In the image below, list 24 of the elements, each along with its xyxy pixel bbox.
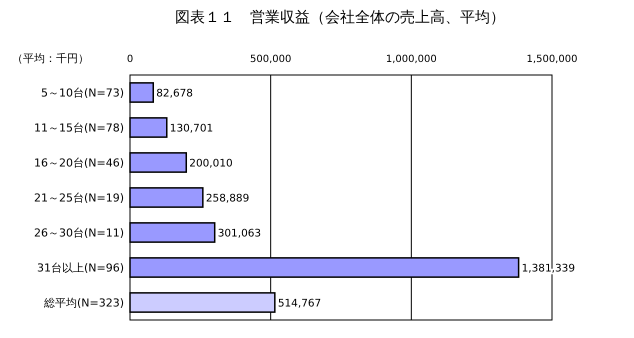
x-axis-title: （平均：千円）: [12, 52, 89, 65]
data-label: 130,701: [170, 122, 214, 134]
x-tick-label: 1,500,000: [526, 54, 578, 65]
y-tick-label: 16～20台(N=46): [34, 156, 124, 170]
x-tick-label: 500,000: [250, 54, 292, 65]
data-label: 301,063: [218, 228, 262, 240]
data-label: 82,678: [156, 88, 194, 100]
bar: [129, 152, 188, 173]
y-tick-label: 総平均(N=323): [42, 296, 124, 310]
y-tick-label: 5～10台(N=73): [40, 86, 124, 100]
y-tick-label: 31台以上(N=96): [36, 262, 124, 274]
bar: [129, 222, 216, 243]
x-tick-label: 0: [126, 54, 134, 65]
bar: [129, 187, 204, 208]
x-tick-label: 1,000,000: [386, 54, 437, 65]
y-tick-label: 26～30台(N=11): [34, 226, 124, 240]
y-tick-label: 21～25台(N=19): [34, 192, 124, 204]
chart-title: 図表１１ 営業収益（会社全体の売上高、平均）: [175, 8, 505, 26]
data-label: 258,889: [206, 192, 250, 204]
data-label: 514,767: [278, 298, 322, 310]
bar: [129, 82, 154, 103]
data-label: 200,010: [189, 158, 233, 170]
bar: [129, 117, 168, 138]
y-tick-label: 11～15台(N=78): [34, 122, 124, 134]
